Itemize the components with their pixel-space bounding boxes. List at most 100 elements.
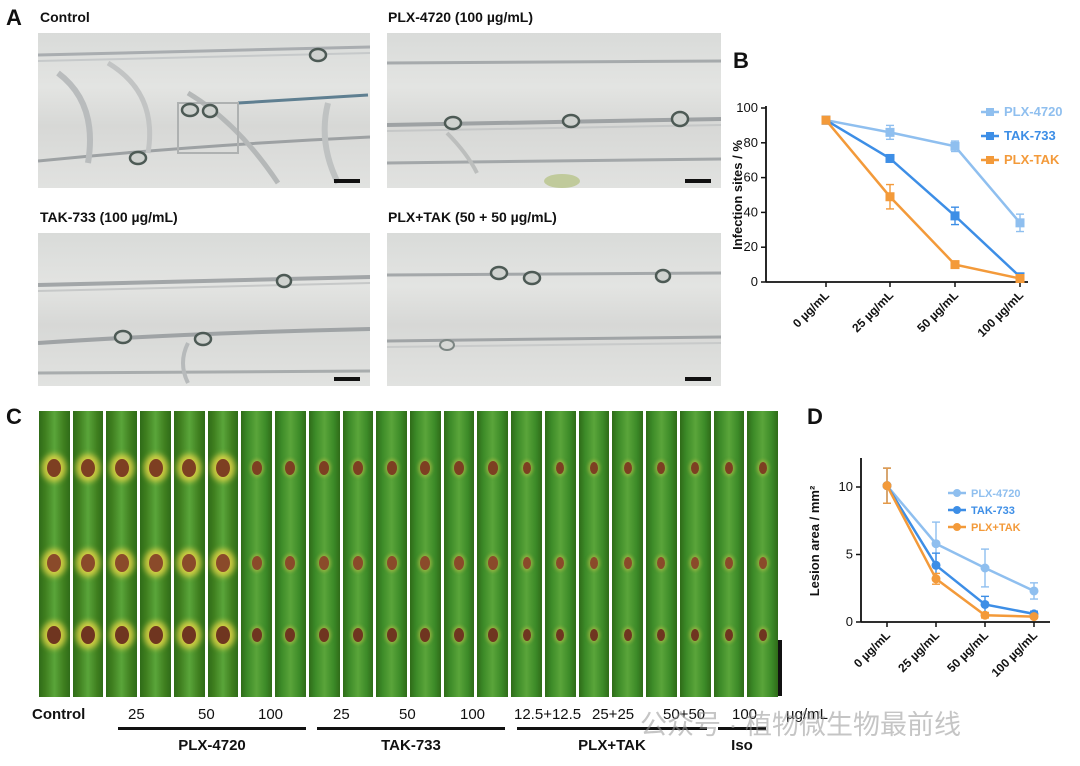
lesion: [47, 554, 62, 572]
dose-label: 100: [258, 706, 284, 723]
micrograph-control: [38, 33, 370, 188]
image-title-plx4720: PLX-4720 (100 µg/mL): [388, 9, 534, 25]
lesion: [114, 626, 129, 644]
panel-letter-c: C: [6, 404, 22, 429]
dose-label: 50: [198, 706, 215, 723]
scale-bar: [334, 179, 360, 183]
lesion: [386, 556, 397, 570]
x-tick-label: 100 µg/mL: [975, 288, 1027, 340]
lesion: [589, 462, 598, 474]
lesion: [251, 628, 262, 642]
data-point: [885, 127, 895, 137]
y-tick-label: 0: [846, 614, 853, 629]
y-tick-label: 80: [744, 135, 758, 150]
unit-label: µg/mL: [786, 706, 828, 723]
lesion: [589, 629, 598, 641]
lesion: [623, 557, 632, 569]
data-point: [980, 599, 990, 609]
lesion: [182, 626, 197, 644]
image-title-control: Control: [40, 9, 90, 25]
data-point: [885, 192, 895, 202]
leaf: [308, 411, 340, 697]
legend-label: TAK-733: [971, 505, 1015, 517]
lesion: [487, 556, 498, 570]
lesion: [182, 554, 197, 572]
data-point: [950, 141, 960, 151]
lesion: [285, 628, 296, 642]
group-underline: [317, 727, 505, 730]
lesion: [47, 459, 62, 477]
lesion: [758, 557, 767, 569]
leaf: [342, 411, 374, 697]
dose-label: 25: [333, 706, 350, 723]
group-label-tak733: TAK-733: [381, 737, 441, 754]
series-line: [825, 118, 1021, 224]
legend-marker: [953, 506, 961, 514]
data-point: [980, 610, 990, 620]
lesion: [623, 462, 632, 474]
legend-label: PLX+TAK: [971, 522, 1021, 534]
lesion: [589, 557, 598, 569]
x-tick-label: 25 µg/mL: [849, 288, 896, 335]
data-point: [931, 539, 941, 549]
lesion: [352, 628, 363, 642]
y-tick-label: 5: [846, 547, 853, 562]
y-tick-label: 0: [751, 274, 758, 289]
x-tick-label: 0 µg/mL: [851, 628, 893, 670]
leaf-photo-strip: [38, 411, 780, 697]
x-tick-label: 0 µg/mL: [790, 288, 832, 330]
leaf: [72, 411, 104, 697]
group-underline: [118, 727, 306, 730]
lesion: [724, 629, 733, 641]
y-tick-label: 20: [744, 239, 758, 254]
leaf: [376, 411, 407, 697]
series-line: [886, 484, 1035, 593]
image-title-tak733: TAK-733 (100 µg/mL): [40, 209, 178, 225]
legend-marker: [986, 108, 994, 116]
leaf: [646, 411, 677, 697]
lesion: [556, 462, 565, 474]
dose-label: 50: [399, 706, 416, 723]
data-point: [950, 260, 960, 270]
scale-bar: [685, 377, 711, 381]
panel-letter-d: D: [807, 404, 823, 429]
micrograph-plx4720: [387, 33, 721, 188]
lesion: [420, 461, 431, 475]
lesion: [657, 462, 666, 474]
lesion: [454, 461, 465, 475]
legend-label: PLX-4720: [1004, 104, 1063, 119]
leaf: [612, 411, 644, 697]
dose-label: 100: [460, 706, 486, 723]
lesion: [319, 556, 330, 570]
group-label-plxtak: PLX+TAK: [578, 737, 646, 754]
data-point: [1015, 218, 1025, 228]
leaf: [410, 411, 441, 697]
lesion: [691, 629, 700, 641]
lesion: [556, 557, 565, 569]
leaf: [106, 411, 138, 697]
scale-bar: [685, 179, 711, 183]
lesion: [454, 556, 465, 570]
panel-letter-a: A: [6, 5, 22, 30]
lesion: [319, 628, 330, 642]
leaf: [511, 411, 542, 697]
lesion: [758, 462, 767, 474]
lesion: [285, 461, 296, 475]
data-point: [1029, 612, 1039, 622]
legend-marker: [953, 489, 961, 497]
lesion: [522, 557, 531, 569]
leaf: [140, 411, 171, 697]
lesion: [352, 556, 363, 570]
lesion: [81, 626, 96, 644]
series-line: [885, 484, 1035, 616]
lesion: [251, 461, 262, 475]
data-point: [821, 115, 831, 125]
data-point: [1015, 274, 1025, 284]
scale-bar: [778, 640, 782, 696]
leaf: [747, 411, 778, 697]
data-point: [1029, 586, 1039, 596]
leaf: [713, 411, 745, 697]
lesion: [386, 628, 397, 642]
series-line: [825, 119, 1021, 280]
